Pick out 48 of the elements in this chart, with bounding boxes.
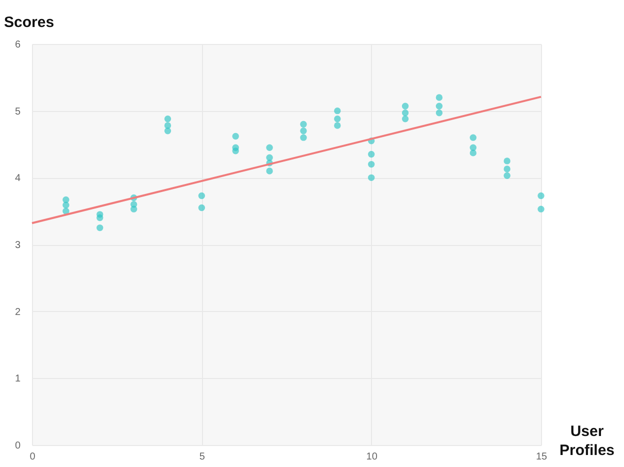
point [436, 94, 443, 101]
point [504, 158, 510, 164]
point [232, 132, 239, 140]
point [470, 134, 476, 141]
y-tick-label: 4 [14, 173, 21, 184]
point [538, 192, 544, 200]
x-tick-label: 15 [536, 452, 548, 462]
point [368, 174, 375, 182]
point [130, 206, 138, 212]
point [436, 102, 443, 110]
point [538, 206, 544, 212]
point [402, 116, 409, 122]
point [96, 214, 104, 222]
point [164, 116, 172, 122]
point [334, 107, 341, 114]
point [334, 122, 341, 129]
point [368, 160, 375, 168]
point [402, 109, 409, 116]
x-tick-label: 5 [199, 452, 206, 462]
point [504, 172, 510, 180]
point [198, 192, 206, 200]
point [232, 148, 239, 154]
point [266, 144, 273, 151]
point [62, 202, 70, 208]
y-tick-label: 2 [14, 306, 21, 318]
point [368, 150, 375, 158]
point [436, 109, 443, 116]
point [62, 208, 70, 214]
y-tick-label: 1 [14, 374, 21, 385]
x-tick-label: 0 [30, 452, 36, 462]
point [198, 204, 206, 212]
y-tick-label: 5 [14, 106, 21, 118]
y-tick-label: 3 [14, 240, 21, 251]
point [504, 166, 510, 172]
x-tick-label: 10 [366, 452, 378, 462]
point [334, 116, 341, 122]
point [96, 224, 104, 232]
point [300, 120, 307, 128]
point [300, 128, 307, 134]
point [300, 134, 307, 141]
point [266, 168, 273, 174]
y-tick-label: 0 [14, 440, 21, 452]
point [470, 150, 476, 156]
point [402, 102, 409, 110]
x-axis-title: User Profiles [559, 423, 615, 459]
y-axis-title: Scores [4, 14, 54, 31]
point [164, 128, 172, 134]
y-tick-label: 6 [14, 40, 21, 50]
